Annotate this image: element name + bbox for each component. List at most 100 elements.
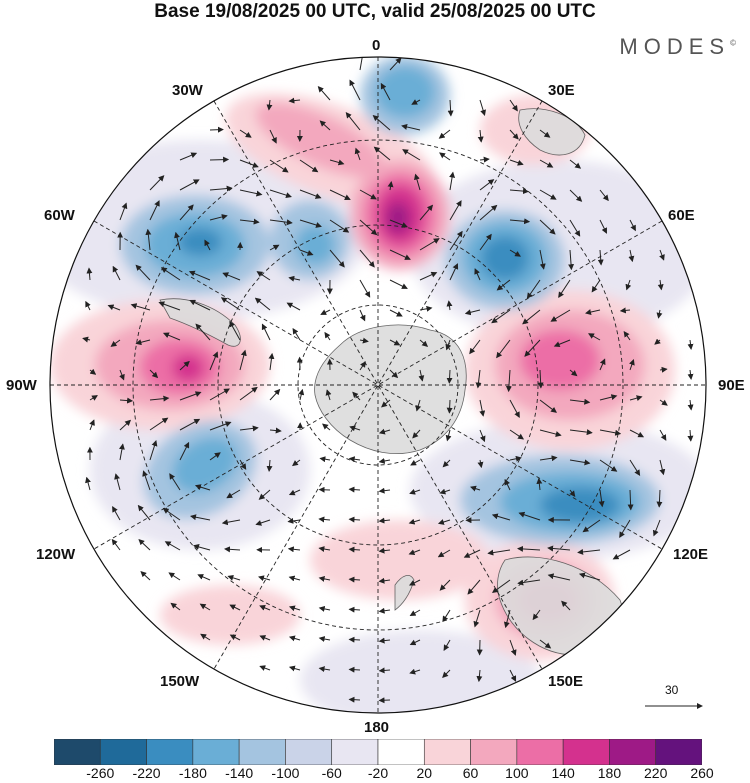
wind-arrow [299, 159, 319, 173]
wind-arrow [258, 575, 271, 582]
wind-arrow [547, 545, 571, 552]
wind-arrow [569, 219, 581, 237]
wind-arrow [419, 339, 429, 347]
wind-arrow [409, 609, 421, 617]
wind-arrow [162, 507, 181, 521]
wind-arrow [569, 489, 576, 497]
wind-arrow [496, 339, 511, 359]
brand-mark: © [730, 38, 736, 48]
wind-arrow [318, 666, 331, 673]
colorbar-swatch [423, 739, 471, 765]
colorbar-tick-label: 180 [597, 765, 622, 781]
label-lon-90e: 90E [718, 377, 745, 394]
wind-arrow [569, 369, 578, 377]
wind-arrow [89, 368, 97, 375]
wind-arrow [224, 546, 241, 553]
wind-arrow [269, 427, 282, 434]
wind-arrow [657, 279, 664, 291]
wind-arrow [209, 388, 230, 401]
wind-arrow [442, 459, 451, 468]
wind-arrow [269, 219, 293, 226]
wind-arrow [254, 297, 271, 311]
antarctica [314, 324, 467, 455]
wind-arrow [412, 429, 421, 439]
wind-arrow [389, 369, 399, 379]
wind-arrow [517, 545, 541, 552]
wind-arrow [222, 272, 241, 281]
wind-arrow [659, 249, 665, 261]
wind-arrow [119, 397, 134, 404]
wind-arrow [119, 419, 132, 431]
wind-arrow [209, 126, 224, 133]
wind-arrow [437, 549, 451, 558]
wind-arrow [324, 331, 331, 341]
wind-arrow [149, 369, 159, 379]
wind-arrow [619, 519, 631, 538]
wind-arrow [378, 517, 391, 524]
wind-arrow [449, 230, 463, 251]
wind-arrow [269, 189, 292, 199]
wind-arrow [496, 279, 511, 291]
wind-arrow [149, 395, 170, 402]
label-lon-60e: 60E [668, 207, 695, 224]
brand-logo: MODES© [619, 34, 736, 60]
wind-arrow [348, 516, 361, 523]
wind-arrow [409, 668, 421, 675]
colorbar-swatch [470, 739, 518, 765]
wind-arrow [445, 429, 452, 442]
wind-arrow [438, 129, 451, 139]
wind-arrow [449, 200, 462, 221]
colorbar-tick-label: 20 [416, 765, 433, 781]
wind-arrow [479, 204, 498, 221]
wind-arrow [414, 173, 421, 191]
wind-arrow [687, 429, 694, 442]
wind-arrow [138, 539, 151, 551]
wind-arrow [380, 82, 391, 101]
colorbar-labels: -260 -220 -180 -140 -100 -60 -20 20 60 100 140 180 2… [0, 765, 750, 783]
wind-arrow [345, 112, 361, 131]
wind-arrow [503, 609, 511, 629]
wind-arrow [599, 429, 622, 436]
wind-arrow [288, 97, 301, 104]
colorbar-tick-label: -100 [271, 765, 300, 781]
wind-arrow [258, 489, 271, 500]
wind-arrow [119, 369, 125, 381]
wind-arrow [329, 249, 345, 268]
wind-arrow [659, 429, 667, 441]
wind-arrow [140, 571, 151, 581]
wind-arrow [378, 547, 391, 554]
wind-arrow [687, 339, 694, 350]
wind-arrow [487, 549, 511, 556]
wind-arrow [329, 159, 345, 166]
wind-arrow [378, 577, 391, 584]
wind-arrow [539, 249, 546, 270]
wind-arrow [378, 667, 391, 674]
wind-arrow [118, 443, 125, 461]
wind-arrow [470, 485, 481, 492]
wind-arrow [209, 452, 221, 461]
label-lon-120e: 120E [673, 546, 709, 563]
wind-arrow [221, 519, 241, 526]
wind-arrow [288, 275, 301, 282]
wind-arrow [190, 514, 211, 521]
colorbar-swatch [285, 739, 333, 765]
wind-arrow [359, 189, 377, 200]
colorbar-tick-label: -60 [321, 765, 342, 781]
wind-arrow [378, 637, 391, 644]
land-masses [159, 108, 623, 656]
wind-arrow [509, 188, 529, 195]
wind-arrow [269, 388, 281, 401]
colorbar-tick-label: 60 [462, 765, 479, 781]
wind-arrow [477, 129, 484, 143]
colorbar-swatch [238, 739, 286, 765]
wind-arrow [164, 541, 181, 551]
wind-arrow [491, 513, 511, 521]
wind-arrow [569, 159, 582, 169]
wind-arrow [209, 421, 232, 431]
wind-arrow [656, 489, 663, 508]
wind-arrow [524, 339, 541, 357]
wind-arrow [135, 339, 151, 346]
wind-arrow [110, 339, 121, 347]
wind-arrow [378, 428, 391, 435]
wind-arrow [419, 271, 438, 281]
